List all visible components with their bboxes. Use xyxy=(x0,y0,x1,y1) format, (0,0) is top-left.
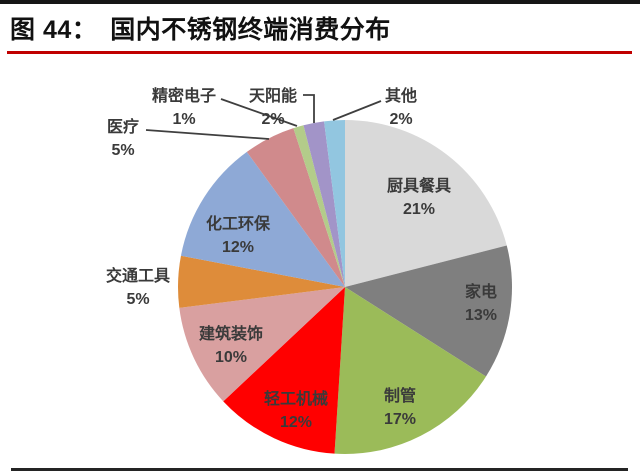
slice-label-solar-energy: 天阳能 2% xyxy=(249,86,297,128)
pie-slice-kitchenware-tableware xyxy=(345,120,507,287)
title-underline xyxy=(7,51,632,54)
figure-title: 图 44： 国内不锈钢终端消费分布 xyxy=(10,16,391,44)
slice-label-medical: 医疗 5% xyxy=(107,117,139,159)
leader-line-medical xyxy=(145,129,270,140)
leader-line-others xyxy=(332,100,382,121)
pie-slice-solar-energy xyxy=(303,121,345,287)
pie-slice-home-appliances xyxy=(345,245,512,377)
leader-line-solar-energy xyxy=(303,94,315,123)
slice-label-light-industry-machinery: 轻工机械 12% xyxy=(264,389,328,431)
slice-label-pipe-making: 制管 17% xyxy=(384,386,416,428)
slice-label-building-decoration: 建筑装饰 10% xyxy=(199,324,263,366)
leader-line-precision-electronics xyxy=(220,98,298,127)
pie-slice-pipe-making xyxy=(334,287,486,454)
pie-slice-building-decoration xyxy=(179,287,345,402)
pie-slice-precision-electronics xyxy=(293,125,345,287)
pie-slice-light-industry-machinery xyxy=(223,287,345,454)
pie-slice-transportation xyxy=(178,255,345,308)
pie-slice-chemical-environmental xyxy=(180,151,345,287)
bottom-rule xyxy=(11,468,628,471)
slice-label-home-appliances: 家电 13% xyxy=(465,282,497,324)
slice-label-chemical-environmental: 化工环保 12% xyxy=(206,214,271,256)
slice-label-precision-electronics: 精密电子 1% xyxy=(152,86,216,128)
slice-label-kitchenware-tableware: 厨具餐具 21% xyxy=(387,176,451,218)
top-rule xyxy=(0,0,640,4)
slice-label-others: 其他 2% xyxy=(385,86,417,128)
pie-slice-others xyxy=(324,120,345,287)
slice-label-transportation: 交通工具 5% xyxy=(106,266,170,308)
pie-slice-medical xyxy=(246,128,345,287)
